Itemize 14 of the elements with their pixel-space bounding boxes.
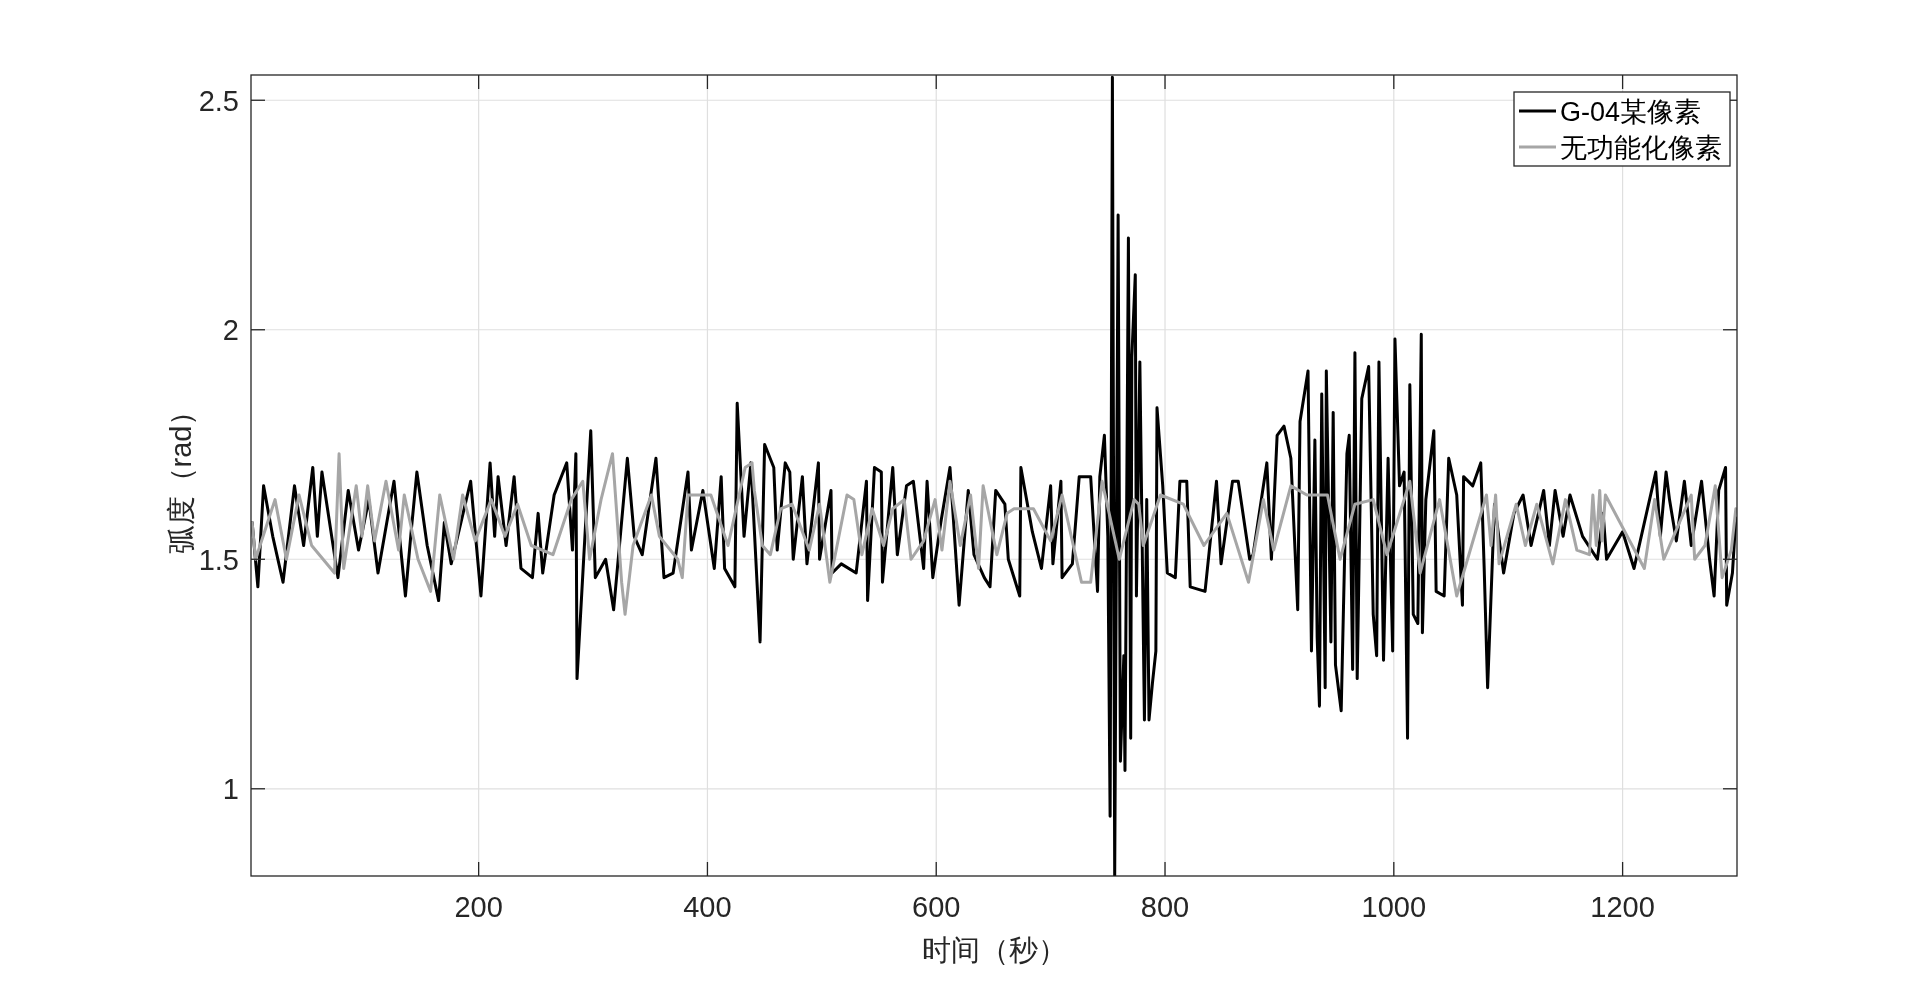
x-tick-label: 200 xyxy=(454,891,503,923)
x-tick-label: 600 xyxy=(912,891,961,923)
x-tick-label: 1000 xyxy=(1361,891,1427,923)
y-tick-label: 2 xyxy=(222,314,239,347)
x-tick-label: 800 xyxy=(1140,891,1190,923)
x-tick-label: 1200 xyxy=(1590,891,1655,923)
x-axis-title: 时间（秒） xyxy=(921,934,1067,966)
x-tick-label: 400 xyxy=(683,891,732,923)
y-tick-label: 2.5 xyxy=(198,84,239,117)
legend-label: 无功能化像素 xyxy=(1560,133,1722,163)
y-tick-label: 1.5 xyxy=(198,543,239,576)
legend-label: G-04某像素 xyxy=(1560,97,1702,127)
y-axis-title: 弧度（rad） xyxy=(165,396,197,555)
y-tick-label: 1 xyxy=(222,773,239,806)
